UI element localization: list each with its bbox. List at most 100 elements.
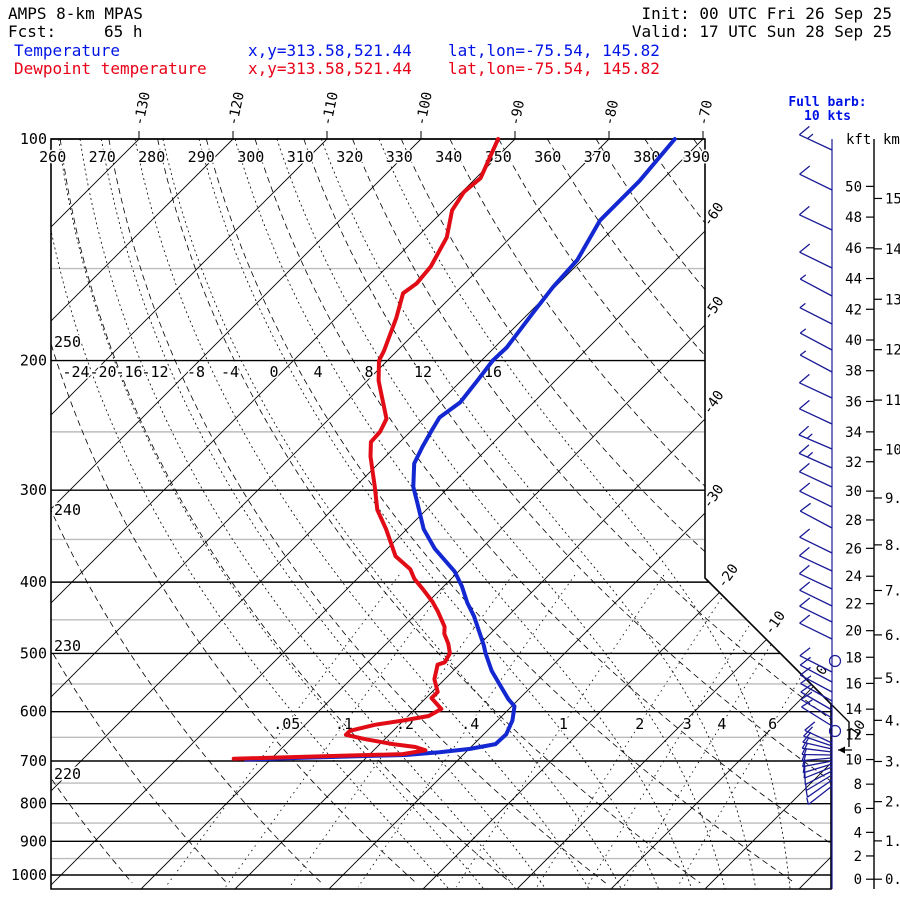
moist-adiabat-lines	[51, 139, 791, 889]
isotherm-top-label: -100	[413, 91, 436, 127]
calm-wind-circle	[828, 724, 842, 738]
kft-tick-label: 0	[854, 872, 862, 888]
dry-adiabat-top-label: 340	[435, 148, 462, 166]
mixing-ratio-lines	[165, 574, 831, 888]
wind-barb	[799, 243, 833, 269]
km-tick-label: 1.	[885, 834, 900, 850]
moist-adiabat-label: 4	[313, 363, 322, 381]
moist-adiabat-label: -4	[221, 363, 239, 381]
wind-barb	[799, 528, 833, 554]
mixing-ratio-label: 4	[717, 715, 726, 733]
fcst-value: 65 h	[104, 22, 143, 41]
km-tick-label: 13.	[885, 292, 900, 308]
wind-barb	[799, 274, 833, 297]
fcst-label: Fcst:	[8, 22, 57, 41]
wind-barb	[800, 691, 833, 719]
wind-barb	[798, 444, 833, 469]
km-tick-label: 5.	[885, 671, 900, 687]
temperature-curve	[231, 137, 501, 761]
kft-tick-label: 50	[845, 179, 862, 195]
mixing-ratio-label: .1	[335, 715, 353, 733]
dewpoint-series-xy: x,y=313.58,521.44	[248, 59, 412, 78]
kft-tick-label: 26	[845, 541, 862, 557]
km-tick-label: 2.	[885, 795, 900, 811]
wind-barb	[798, 564, 833, 590]
valid-time: Valid: 17 UTC Sun 28 Sep 25	[631, 22, 892, 41]
kft-tick-label: 20	[845, 624, 862, 640]
wind-barb	[800, 675, 833, 702]
dry-adiabat-top-label: 390	[683, 148, 710, 166]
wind-barb	[801, 748, 833, 762]
temperature-series-label: Temperature	[14, 41, 120, 60]
kft-tick-label: 30	[845, 484, 862, 500]
model-title: AMPS 8-km MPAS	[8, 4, 143, 23]
wind-barb	[798, 125, 833, 151]
wind-barb	[798, 205, 833, 231]
kft-tick-label: 40	[845, 333, 862, 349]
barb-legend-line1: Full barb:	[788, 95, 867, 110]
wind-barb	[804, 721, 833, 744]
background-grid	[51, 267, 831, 860]
dry-adiabat-top-label: 360	[534, 148, 561, 166]
moist-adiabat-label: -16	[115, 363, 142, 381]
isotherm-right-label: -10	[761, 608, 789, 638]
kft-tick-label: 34	[845, 425, 862, 441]
kft-tick-label: 32	[845, 455, 862, 471]
km-tick-label: 4.	[885, 713, 900, 729]
wind-barb	[799, 666, 833, 693]
kft-tick-label: 48	[845, 210, 862, 226]
pressure-tick-label: 1000	[11, 866, 47, 884]
dry-adiabat-left-label: 240	[54, 501, 81, 519]
moist-adiabat-label: -20	[89, 363, 116, 381]
moist-adiabat-label: -12	[141, 363, 168, 381]
kft-tick-label: 22	[845, 597, 862, 613]
wind-barb	[801, 742, 833, 756]
moist-adiabat-label: -8	[187, 363, 205, 381]
wind-barb	[799, 647, 833, 673]
wind-barb	[798, 425, 833, 450]
km-tick-label: 10.	[885, 443, 900, 459]
moist-adiabat-label: 12	[414, 363, 432, 381]
kft-tick-label: 10	[845, 753, 862, 769]
kft-tick-label: 6	[854, 801, 862, 817]
dry-adiabat-top-label: 300	[237, 148, 264, 166]
height-axes: kft km02468101214161820222426283032343638…	[845, 132, 900, 889]
pressure-tick-label: 300	[20, 481, 47, 499]
dry-adiabat-left-label: 250	[54, 333, 81, 351]
isotherm-right-label: -50	[700, 294, 728, 324]
isotherm-top-label: -90	[507, 99, 528, 127]
pressure-tick-label: 400	[20, 573, 47, 591]
isotherm-top-label: -130	[131, 91, 154, 127]
pressure-tick-label: 100	[20, 130, 47, 148]
wind-barb	[805, 779, 833, 798]
kft-tick-label: 28	[845, 513, 862, 529]
dry-adiabat-top-label: 310	[287, 148, 314, 166]
dewpoint-curve	[243, 137, 677, 762]
km-tick-label: 6.	[885, 628, 900, 644]
wind-barb	[799, 597, 833, 623]
pressure-tick-label: 200	[20, 352, 47, 370]
sounding-curves	[231, 137, 677, 762]
wind-barb	[801, 753, 833, 768]
mixing-ratio-label: 3	[683, 715, 692, 733]
kft-tick-label: 36	[845, 394, 862, 410]
kft-tick-label: 42	[845, 302, 862, 318]
km-tick-label: 12.	[885, 343, 900, 359]
isotherm-right-label: -30	[700, 482, 728, 512]
wind-barb	[798, 373, 833, 399]
wind-barb	[799, 302, 833, 325]
wind-barb	[799, 656, 833, 683]
mixing-ratio-label: .05	[273, 715, 300, 733]
wind-barb	[799, 502, 833, 529]
dry-adiabat-top-label: 270	[89, 148, 116, 166]
dry-adiabat-left-label: 230	[54, 637, 81, 655]
km-tick-label: 8.	[885, 538, 900, 554]
moist-adiabat-label: 0	[269, 363, 278, 381]
isotherm-right-label: -20	[714, 561, 742, 591]
km-tick-label: 0.	[885, 872, 900, 888]
dry-adiabat-top-label: 260	[39, 148, 66, 166]
km-tick-label: 15.	[885, 191, 900, 207]
wind-barb	[799, 581, 833, 607]
wind-barb	[798, 399, 833, 425]
